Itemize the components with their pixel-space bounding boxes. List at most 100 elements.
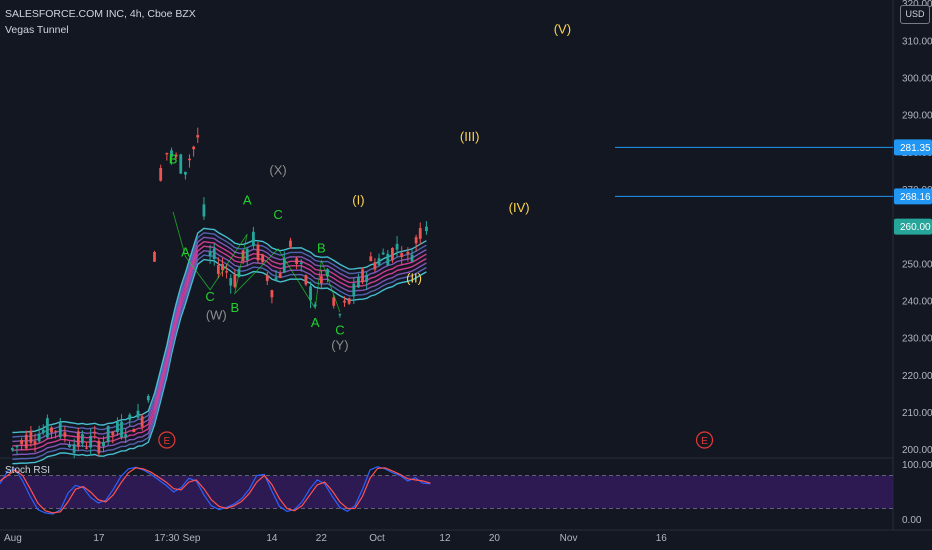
x-tick-label: Aug (4, 533, 22, 544)
candle-body (245, 248, 249, 261)
wave-label: (W) (206, 308, 227, 323)
indicator-label[interactable]: Vegas Tunnel (5, 24, 69, 36)
currency-button[interactable]: USD (900, 5, 930, 24)
last-price-label: 260.00 (900, 222, 931, 233)
candle-body (159, 167, 163, 181)
candle-body (20, 440, 24, 445)
x-tick-label: 12 (439, 533, 451, 544)
oscillator-label[interactable]: Stoch RSI (5, 465, 51, 476)
candle-body (37, 433, 41, 442)
candle-body (381, 252, 385, 255)
y-tick-label: 250.00 (902, 259, 932, 270)
candle-body (33, 441, 37, 445)
x-tick-label: 17 (93, 533, 105, 544)
candle-body (319, 276, 323, 284)
y-tick-label: 220.00 (902, 371, 932, 382)
candle-body (146, 395, 150, 401)
wave-label: C (335, 322, 344, 337)
y-tick-label: 210.00 (902, 408, 932, 419)
candle-body (54, 430, 58, 432)
candle-body (140, 416, 144, 427)
candle-body (153, 252, 156, 262)
candle-body (395, 243, 399, 250)
candle-body (10, 448, 14, 450)
candle-body (174, 154, 178, 157)
candle-body (111, 431, 115, 436)
candle-body (116, 422, 119, 433)
candle-body (256, 244, 260, 261)
y-tick-label: 310.00 (902, 36, 932, 47)
candle-body (251, 231, 255, 247)
candle-body (418, 228, 422, 239)
price-line-tag (894, 188, 932, 205)
tunnel-band (12, 254, 427, 460)
candle-body (63, 432, 67, 438)
candle-body (386, 253, 390, 266)
candle-body (184, 171, 187, 175)
event-marker (695, 431, 714, 449)
candle-body (188, 158, 191, 161)
candle-body (132, 428, 136, 433)
wave-label: B (169, 151, 178, 166)
price-line-label: 281.35 (900, 143, 931, 154)
candle-body (221, 263, 224, 271)
candle-body (326, 269, 329, 277)
y-tick-label: 230.00 (902, 334, 932, 345)
candle-body (106, 425, 110, 443)
candle-body (309, 286, 312, 301)
candle-body (347, 298, 351, 304)
stoch-band (0, 475, 893, 509)
wave-label: (III) (460, 129, 480, 144)
event-marker (158, 431, 176, 449)
candle-body (216, 265, 220, 274)
stoch-series-k (0, 466, 431, 515)
candle-body (97, 440, 101, 454)
wave-label: A (243, 192, 252, 207)
x-tick-label: Nov (560, 533, 578, 544)
candle-body (406, 251, 410, 255)
wave-label: B (317, 241, 326, 256)
wave-label: (IV) (509, 200, 530, 215)
price-line-label: 268.16 (900, 192, 931, 203)
candle-body (165, 152, 169, 155)
x-tick-label: 16 (656, 533, 668, 544)
candle-body (208, 251, 212, 257)
candle-body (289, 240, 292, 247)
x-tick-label: 20 (489, 533, 501, 544)
candle-body (369, 256, 373, 262)
event-marker-label: E (164, 436, 171, 447)
tunnel-band (12, 232, 427, 438)
candle-body (278, 273, 282, 278)
wave-path (172, 211, 341, 313)
candle-body (282, 258, 286, 273)
candle-body (343, 300, 346, 303)
candle-body (89, 435, 93, 448)
candle-body (373, 262, 377, 270)
candle-body (15, 445, 19, 448)
last-price-tag (894, 218, 932, 235)
wave-label: A (181, 244, 190, 259)
candle-body (41, 429, 45, 433)
wave-label: B (231, 300, 240, 315)
wave-label: (X) (269, 163, 286, 178)
wave-label: A (311, 315, 320, 330)
tunnel-band (12, 258, 427, 465)
y-tick-label: 290.00 (902, 111, 932, 122)
candle-body (81, 434, 84, 444)
candle-body (196, 135, 200, 138)
wave-label: C (273, 207, 282, 222)
candle-body (136, 410, 140, 418)
candle-body (365, 274, 369, 282)
candle-body (120, 421, 123, 438)
wave-label: (I) (352, 192, 364, 207)
candle-body (93, 431, 97, 434)
candles (10, 127, 428, 459)
candle-body (225, 271, 228, 273)
candle-body (357, 277, 360, 288)
candle-body (332, 297, 336, 306)
candle-body (72, 444, 76, 453)
candle-body (352, 283, 356, 297)
symbol-title[interactable]: SALESFORCE.COM INC, 4h, Cboe BZX (5, 8, 196, 20)
